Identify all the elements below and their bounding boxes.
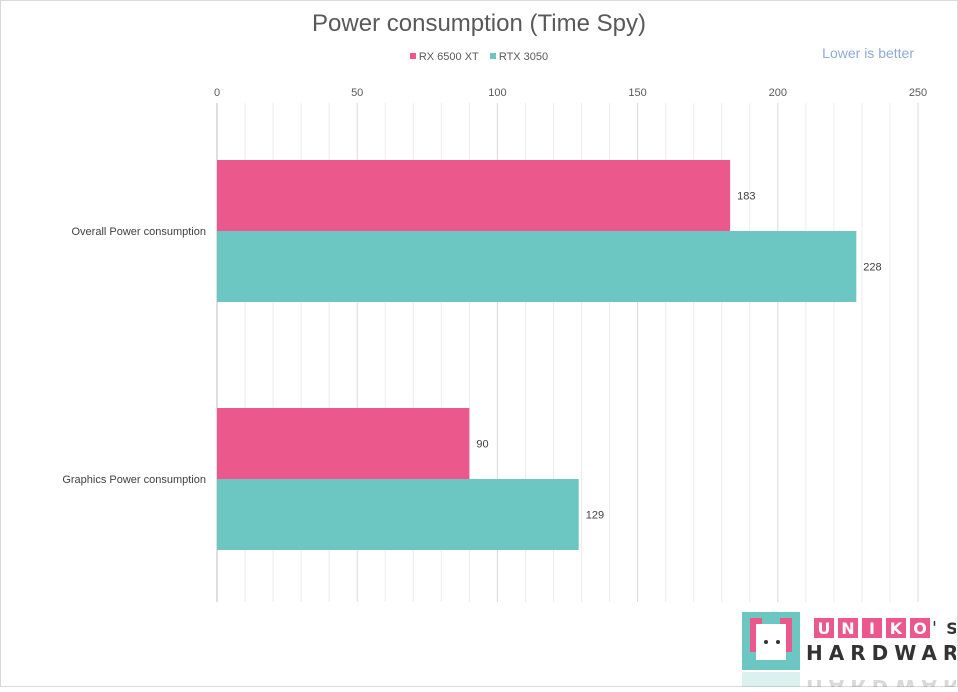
x-tick-label: 200 [769,87,787,99]
legend: RX 6500 XT RTX 3050 [0,51,958,63]
legend-swatch-rtx3050 [489,53,496,59]
data-label: 129 [586,510,604,522]
bar [217,231,857,302]
logo-letter-box [814,618,834,638]
category-label: Graphics Power consumption [62,474,206,486]
logo-letter: K [890,619,903,638]
data-label: 183 [737,191,755,203]
legend-swatch-rx6500xt [409,53,416,59]
bar [217,160,731,231]
x-tick-label: 100 [488,87,506,99]
data-label: 90 [476,439,488,451]
legend-label-rtx3050: RTX 3050 [498,51,549,63]
logo-letter-box [862,618,882,638]
x-tick-label: 250 [909,87,927,99]
logo-letter: U [818,619,831,638]
chart-title: Power consumption (Time Spy) [312,10,646,37]
logo-hardware-text: HARDWARE [806,641,956,665]
logo-letter: N [841,619,854,638]
logo-letter-box [910,618,930,638]
legend-item-rx6500xt: RX 6500 XT [409,51,479,63]
lower-is-better-note: Lower is better [822,45,914,61]
legend-item-rtx3050: RTX 3050 [489,51,549,63]
x-tick-label: 50 [351,87,363,99]
x-tick-label: 0 [214,87,220,99]
logo-letter-box [838,618,858,638]
legend-label-rx6500xt: RX 6500 XT [418,51,479,63]
logo-letter: ' [932,618,937,639]
bar [217,479,579,550]
logo-letter: S [946,619,956,638]
data-label: 228 [863,262,881,274]
logo-letter: I [869,619,875,638]
logo-hardware-reflection: HARDWARE [806,675,956,687]
logo-letter: O [913,619,927,638]
category-label: Overall Power consumption [71,226,206,238]
bar [217,408,470,479]
logo-letter-box [886,618,906,638]
x-tick-label: 150 [628,87,646,99]
